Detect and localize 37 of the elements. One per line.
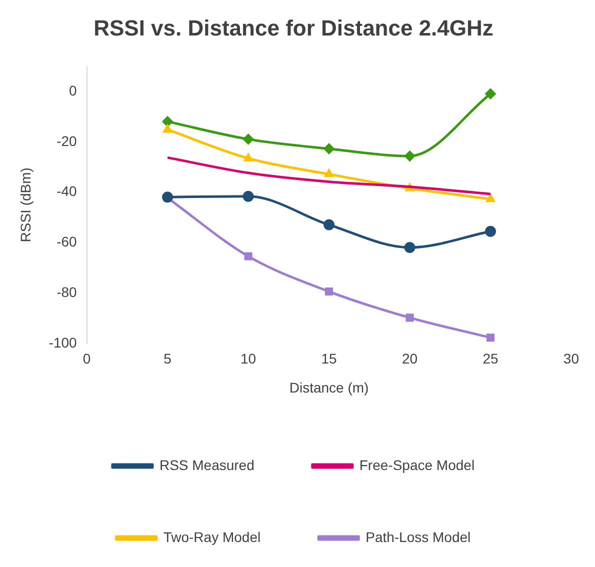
y-tick-label: -80 <box>56 284 78 300</box>
point <box>484 88 496 100</box>
point <box>162 124 172 133</box>
x-tick-label: 10 <box>240 350 256 367</box>
chart-title: RSSI vs. Distance for Distance 2.4GHz <box>94 15 494 40</box>
point <box>324 168 334 178</box>
y-tick-label: -40 <box>56 183 78 200</box>
point <box>404 150 416 162</box>
point <box>484 226 496 237</box>
y-tick-label: -20 <box>56 132 78 149</box>
y-tick-label: 0 <box>69 82 78 98</box>
legend-label: Free-Space Model <box>359 456 475 473</box>
y-tick-label: -100 <box>48 334 78 350</box>
x-tick-label: 15 <box>321 350 338 367</box>
x-tick-label: 25 <box>482 350 498 367</box>
legend-label: Path-Loss Model <box>366 528 471 545</box>
legend-label: Two-Ray Model <box>163 528 261 545</box>
x-tick-label: 5 <box>164 350 172 367</box>
point <box>162 116 174 128</box>
point <box>242 190 254 202</box>
y-axis-title: RSSI (dBm) <box>17 168 34 242</box>
point <box>406 314 414 322</box>
x-tick-label: 30 <box>563 350 580 367</box>
legend-label: RSS Measured <box>159 456 254 473</box>
point <box>486 334 495 342</box>
point <box>486 194 496 202</box>
point <box>404 242 416 253</box>
y-tick-label: -60 <box>56 234 78 250</box>
x-axis-title: Distance (m) <box>289 379 369 396</box>
point <box>244 252 252 260</box>
point <box>243 152 254 162</box>
x-tick-label: 0 <box>82 350 91 367</box>
point <box>242 134 254 145</box>
point <box>324 143 335 154</box>
x-tick-label: 20 <box>402 350 418 367</box>
point <box>324 219 335 230</box>
point <box>324 287 334 296</box>
